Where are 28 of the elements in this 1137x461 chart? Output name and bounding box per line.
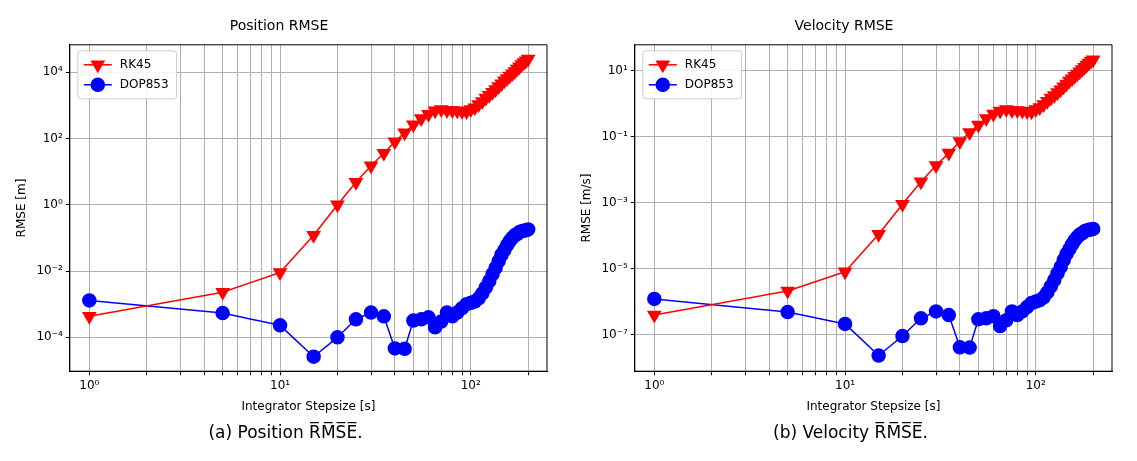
y-tick-label: 10⁻² bbox=[35, 263, 63, 278]
y-tick-label: 10² bbox=[42, 130, 63, 145]
x-axis-title: Integrator Stepsize [s] bbox=[240, 398, 375, 413]
legend-label: RK45 bbox=[119, 56, 151, 71]
x-tick-label: 10² bbox=[460, 377, 481, 392]
y-tick-label: 10⁻⁴ bbox=[35, 329, 63, 344]
y-tick-label: 10¹ bbox=[607, 63, 628, 78]
chart-title: Velocity RMSE bbox=[794, 17, 893, 34]
legend-label: DOP853 bbox=[119, 76, 169, 91]
text: (b) Velocity R̅M̅S̅E̅. bbox=[773, 422, 928, 442]
y-tick-label: 10⁻¹ bbox=[600, 128, 628, 143]
y-tick-label: 10⁰ bbox=[42, 196, 63, 211]
y-axis-title: RMSE [m] bbox=[13, 178, 28, 238]
y-tick-label: 10⁻³ bbox=[600, 194, 628, 209]
x-tick-label: 10² bbox=[1025, 377, 1046, 392]
x-tick-label: 10⁰ bbox=[78, 377, 100, 392]
x-tick-label: 10⁰ bbox=[643, 377, 665, 392]
y-tick-label: 10⁴ bbox=[42, 64, 63, 79]
x-tick-label: 10¹ bbox=[834, 377, 855, 392]
y-tick-label: 10⁻⁵ bbox=[600, 260, 628, 275]
chart-title: Position RMSE bbox=[229, 17, 328, 34]
x-tick-label: 10¹ bbox=[269, 377, 290, 392]
legend-label: RK45 bbox=[684, 56, 716, 71]
text: (a) Position R̅M̅S̅E̅. bbox=[208, 422, 363, 442]
y-tick-label: 10⁻⁷ bbox=[600, 326, 628, 341]
legend-label: DOP853 bbox=[684, 76, 734, 91]
x-axis-title: Integrator Stepsize [s] bbox=[805, 398, 940, 413]
y-axis-title: RMSE [m/s] bbox=[578, 173, 593, 243]
